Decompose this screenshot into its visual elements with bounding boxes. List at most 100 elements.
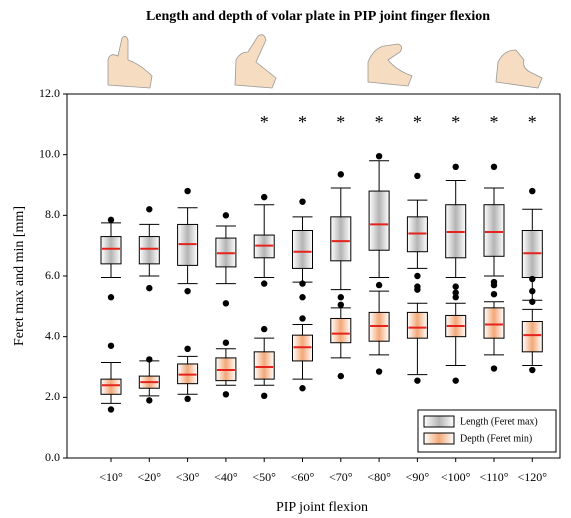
- chart-title: Length and depth of volar plate in PIP j…: [146, 9, 490, 24]
- outlier: [222, 212, 230, 219]
- x-tick-label: <100°: [441, 470, 471, 484]
- x-tick-label: <60°: [291, 470, 315, 484]
- outlier: [261, 392, 268, 400]
- outlier: [375, 281, 383, 289]
- outlier: [414, 272, 421, 280]
- outlier: [146, 356, 153, 363]
- box: [368, 190, 390, 251]
- outlier: [299, 198, 306, 205]
- x-tick-label: <70°: [329, 470, 353, 484]
- y-tick-label: 8.0: [45, 207, 60, 221]
- outlier: [414, 377, 421, 384]
- box: [483, 204, 505, 257]
- outlier: [490, 291, 498, 298]
- outlier: [184, 187, 191, 195]
- outlier: [529, 298, 536, 305]
- outlier: [222, 339, 230, 346]
- x-tick-label: <40°: [214, 470, 238, 484]
- outlier: [107, 342, 115, 349]
- box: [292, 230, 313, 269]
- box: [330, 216, 352, 262]
- outlier: [222, 300, 230, 307]
- finger-illustrations: [107, 34, 543, 89]
- significance-mark: *: [336, 112, 345, 132]
- outlier: [452, 294, 459, 301]
- y-tick-label: 4.0: [45, 328, 60, 342]
- outlier: [414, 286, 421, 293]
- outlier: [414, 172, 421, 180]
- outlier: [299, 280, 306, 287]
- outlier: [107, 216, 115, 224]
- outlier: [337, 171, 344, 178]
- outlier: [337, 372, 344, 380]
- outlier: [146, 397, 153, 404]
- x-tick-label: <110°: [479, 470, 508, 484]
- significance-mark: *: [451, 112, 460, 132]
- box: [521, 321, 543, 353]
- finger-icon: [107, 36, 153, 89]
- outlier: [184, 345, 191, 352]
- significance-mark: *: [528, 112, 537, 132]
- x-tick-label: <90°: [406, 470, 430, 484]
- outlier: [184, 287, 191, 295]
- outlier: [490, 163, 498, 170]
- outlier: [375, 152, 383, 160]
- box: [100, 378, 122, 395]
- x-tick-label: <10°: [99, 470, 123, 484]
- outlier: [261, 325, 268, 333]
- x-tick-label: <120°: [518, 470, 548, 484]
- outlier: [529, 287, 536, 295]
- outlier: [490, 281, 498, 289]
- outlier: [375, 368, 383, 375]
- y-tick-label: 2.0: [45, 389, 60, 403]
- significance-mark: *: [490, 112, 499, 132]
- outlier: [490, 365, 498, 372]
- x-tick-label: <30°: [176, 470, 200, 484]
- legend-label: Length (Feret max): [460, 416, 538, 427]
- outlier: [146, 206, 153, 213]
- y-tick-label: 12.0: [39, 86, 60, 100]
- outlier: [337, 294, 344, 301]
- box: [253, 351, 275, 380]
- box: [138, 236, 160, 265]
- finger-icon: [495, 49, 543, 89]
- outlier: [452, 377, 459, 384]
- box: [100, 236, 122, 265]
- outlier: [299, 294, 306, 301]
- y-tick-label: 0.0: [45, 450, 60, 464]
- x-tick-label: <50°: [252, 470, 276, 484]
- outlier: [299, 315, 306, 322]
- outlier: [261, 193, 268, 201]
- x-axis-label: PIP joint flexion: [276, 500, 368, 515]
- outlier: [184, 395, 191, 403]
- outlier: [261, 280, 268, 287]
- box: [330, 317, 352, 344]
- y-tick-label: 10.0: [39, 146, 60, 160]
- outlier: [337, 301, 344, 309]
- x-tick-label: <80°: [367, 470, 391, 484]
- outlier: [452, 289, 459, 296]
- outlier: [529, 366, 536, 374]
- y-axis-label: Feret max and min [mm]: [12, 206, 27, 346]
- x-tick-label: <20°: [138, 470, 162, 484]
- significance-mark: *: [298, 112, 307, 132]
- outlier: [529, 275, 536, 283]
- legend-swatch: [423, 432, 455, 445]
- finger-icon: [234, 34, 277, 89]
- outlier: [452, 283, 459, 290]
- box: [406, 311, 428, 339]
- box: [483, 307, 505, 339]
- legend-swatch: [423, 415, 455, 428]
- outlier: [529, 187, 536, 195]
- outlier: [299, 385, 306, 392]
- outlier: [107, 294, 115, 301]
- outlier: [107, 406, 115, 413]
- y-tick-label: 6.0: [45, 268, 60, 282]
- outlier: [222, 391, 230, 398]
- outlier: [146, 284, 153, 292]
- finger-icon: [367, 43, 413, 87]
- outlier: [452, 163, 459, 170]
- legend-label: Depth (Feret min): [460, 433, 532, 444]
